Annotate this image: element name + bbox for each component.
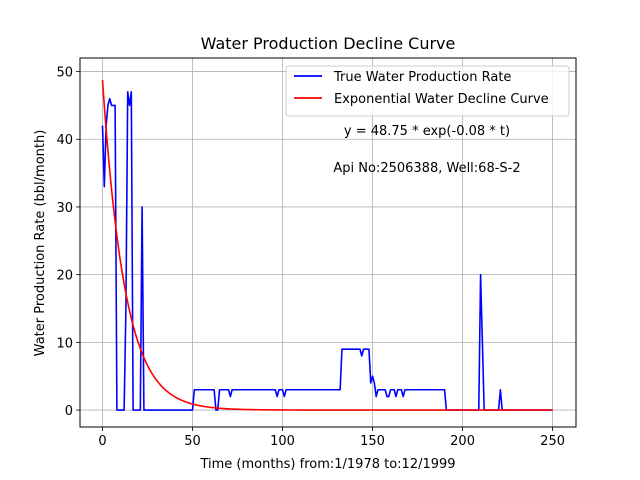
- tick-layer: 0 50 100 150 200 250 0 10 20 30 40 50: [56, 66, 565, 449]
- x-tick-label: 50: [184, 434, 201, 449]
- series-layer: [101, 79, 553, 411]
- y-tick-label: 0: [65, 404, 73, 419]
- equation-annotation: y = 48.75 * exp(-0.08 * t): [344, 124, 510, 139]
- true-rate-line: [101, 91, 553, 411]
- legend: True Water Production Rate Exponential W…: [285, 65, 570, 117]
- decline-curve-line: [101, 79, 553, 411]
- y-tick-label: 10: [56, 336, 73, 351]
- grid-layer: [80, 58, 576, 427]
- y-tick-label: 40: [56, 133, 73, 148]
- x-tick-label: 200: [450, 434, 475, 449]
- plot-frame: [79, 57, 577, 428]
- chart-title: Water Production Decline Curve: [201, 34, 456, 53]
- legend-box: [285, 65, 570, 117]
- well-annotation: Api No:2506388, Well:68-S-2: [333, 161, 520, 176]
- x-axis-label: Time (months) from:1/1978 to:12/1999: [199, 457, 455, 472]
- legend-label-decline-curve: Exponential Water Decline Curve: [334, 92, 549, 107]
- y-tick-label: 20: [56, 269, 73, 284]
- legend-label-true-rate: True Water Production Rate: [333, 70, 511, 85]
- y-axis-label: Water Production Rate (bbl/month): [33, 130, 48, 357]
- x-tick-label: 100: [270, 434, 295, 449]
- y-tick-label: 30: [56, 201, 73, 216]
- x-tick-label: 0: [98, 434, 106, 449]
- y-tick-label: 50: [56, 66, 73, 81]
- x-tick-label: 150: [360, 434, 385, 449]
- x-tick-label: 250: [540, 434, 565, 449]
